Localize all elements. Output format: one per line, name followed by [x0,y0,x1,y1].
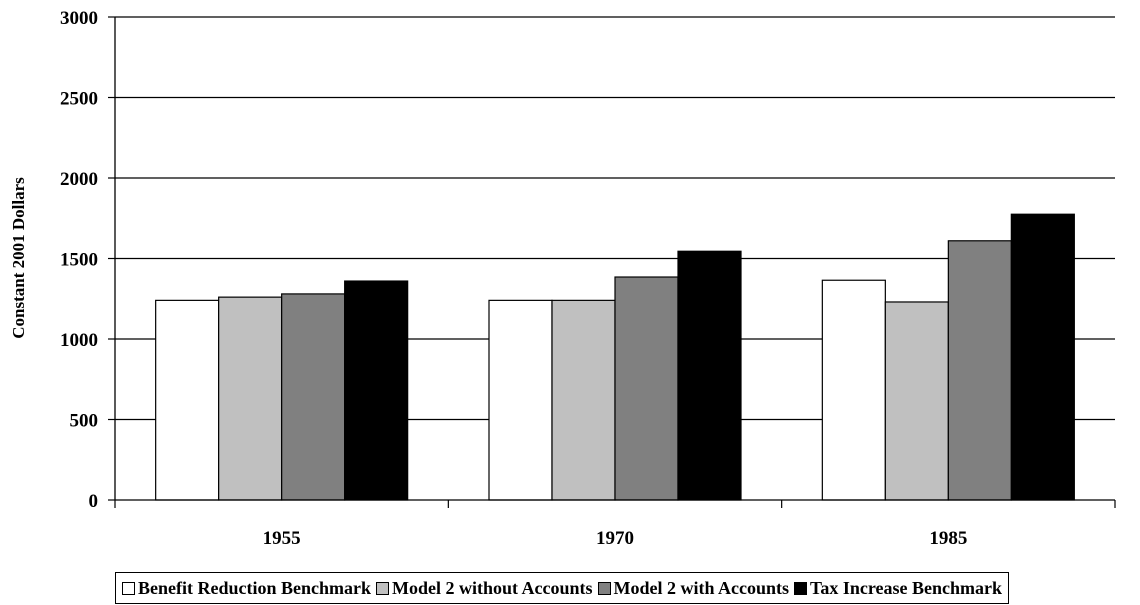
legend-item: Benefit Reduction Benchmark [122,578,371,599]
bar [614,276,679,501]
y-tick-label: 1000 [60,330,98,351]
axes [108,16,1116,508]
bar [821,279,886,501]
y-tick-label: 500 [70,411,99,432]
legend-swatch [794,581,808,595]
bar [281,293,346,501]
y-tick-label: 0 [89,491,99,512]
bar [884,301,949,501]
y-tick-label: 1500 [60,250,98,271]
bar-chart: 0 500 1000 1500 2000 2500 3000 1955 1970 1985 Co… [9,8,1116,549]
y-tick-label: 2000 [60,169,98,190]
y-tick-labels: 0 500 1000 1500 2000 2500 3000 [60,8,98,512]
x-tick-label: 1985 [929,528,967,549]
bar [344,280,409,501]
bar [218,296,283,501]
legend-item: Model 2 with Accounts [597,577,790,599]
y-axis-title: Constant 2001 Dollars [9,177,28,339]
bar [1010,213,1075,501]
bars [155,213,1075,501]
bar [488,299,553,501]
bar [947,240,1012,501]
bar [155,299,220,501]
legend-item: Model 2 without Accounts [376,578,593,599]
bar [677,250,742,501]
legend-label: Model 2 without Accounts [392,577,593,598]
x-tick-label: 1955 [263,528,301,549]
x-tick-label: 1970 [596,528,634,549]
legend-label: Benefit Reduction Benchmark [138,577,371,598]
legend-label: Model 2 with Accounts [613,577,790,598]
legend-label: Tax Increase Benchmark [810,577,1003,598]
legend-swatch [597,581,611,595]
y-tick-label: 2500 [60,89,98,110]
legend-swatch [122,581,135,595]
x-tick-labels: 1955 1970 1985 [263,528,968,549]
y-tick-label: 3000 [60,8,98,29]
legend-item: Tax Increase Benchmark [794,578,1002,599]
legend-swatch [376,581,389,595]
legend: Benefit Reduction Benchmark Model 2 witho… [115,572,1010,604]
bar [551,299,616,501]
